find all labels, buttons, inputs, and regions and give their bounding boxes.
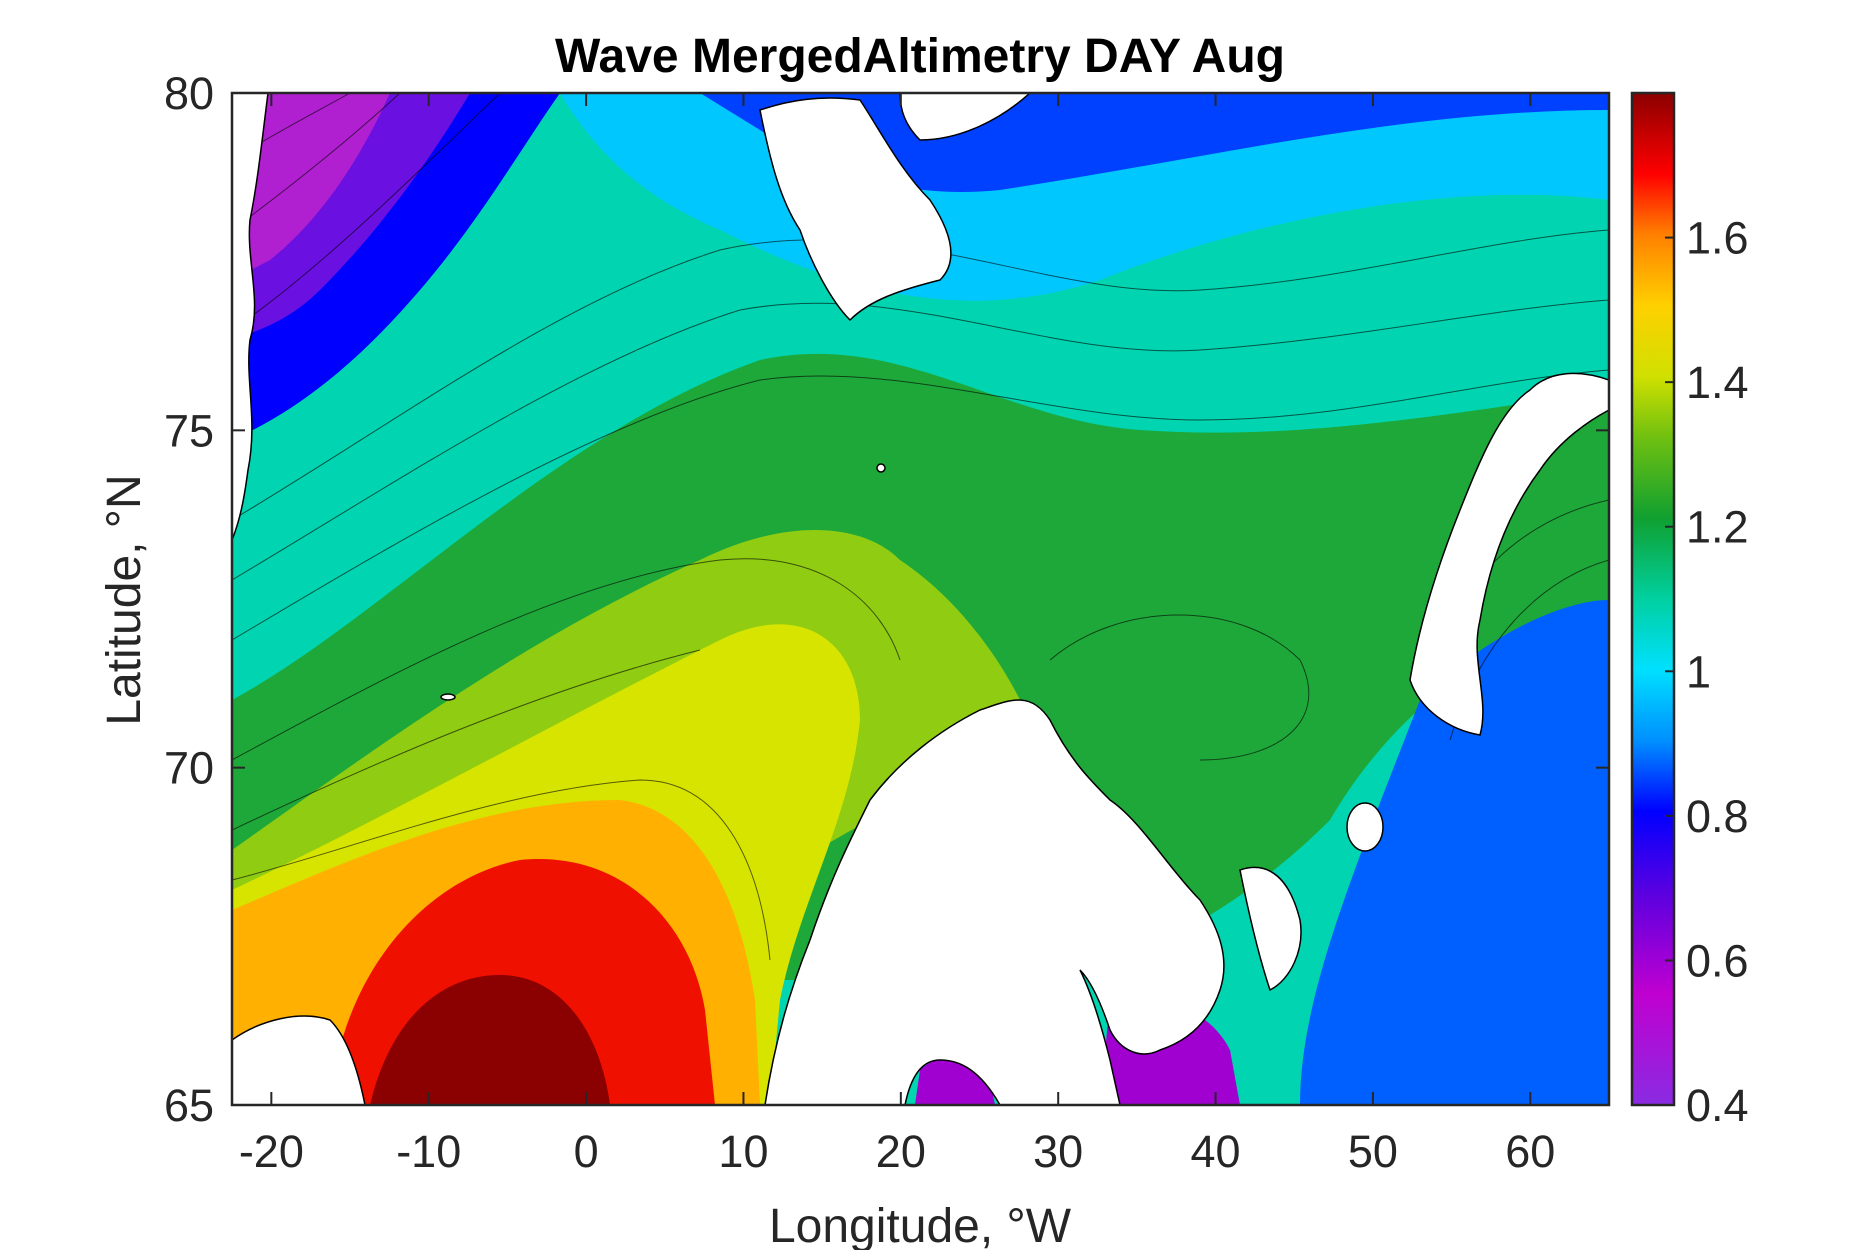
y-tick-label: 75 xyxy=(164,405,214,456)
colorbar-tick-label: 1 xyxy=(1686,646,1711,697)
x-tick-label: 20 xyxy=(876,1126,926,1177)
land-iceland xyxy=(232,1015,366,1105)
land-kolguev xyxy=(1346,802,1384,852)
land-scandinavia-russia xyxy=(764,699,1225,1105)
land-bear-island xyxy=(876,463,886,473)
colorbar-tick-label: 1.2 xyxy=(1686,502,1749,553)
colorbar-tick-label: 0.4 xyxy=(1686,1080,1749,1131)
y-tick-label: 80 xyxy=(164,68,214,119)
x-tick-label: -20 xyxy=(239,1126,304,1177)
colorbar: 0.4 0.6 0.8 1 1.2 1.4 1.6 xyxy=(1630,91,1749,1131)
y-tick-label: 70 xyxy=(164,743,214,794)
colorbar-frame xyxy=(1630,91,1676,1107)
x-axis-label: Longitude, °W xyxy=(769,1200,1072,1250)
y-tick-label: 65 xyxy=(164,1080,214,1131)
colorbar-tick-label: 0.6 xyxy=(1686,935,1749,986)
field-band-darkred xyxy=(370,975,610,1105)
wave-height-field xyxy=(232,93,1609,1105)
x-tick-label: 10 xyxy=(718,1126,768,1177)
land-kanin xyxy=(1239,866,1302,992)
plot-area xyxy=(230,91,1611,1107)
x-tick-label: 50 xyxy=(1348,1126,1398,1177)
land-franz-josef xyxy=(899,93,1032,141)
chart-title: Wave MergedAltimetry DAY Aug xyxy=(555,30,1285,83)
x-tick-label: 30 xyxy=(1033,1126,1083,1177)
land-svalbard xyxy=(759,97,952,322)
x-tick-label: 60 xyxy=(1505,1126,1555,1177)
land-masses xyxy=(232,93,1609,1105)
plot-frame xyxy=(230,91,1611,1107)
colorbar-tick-label: 0.8 xyxy=(1686,791,1749,842)
land-jan-mayen xyxy=(440,693,456,701)
land-novaya-zemlya xyxy=(1409,372,1609,736)
land-greenland xyxy=(232,93,269,541)
colorbar-tick-label: 1.6 xyxy=(1686,213,1749,264)
colorbar-tick-label: 1.4 xyxy=(1686,357,1749,408)
y-axis-label: Latitude, °N xyxy=(98,474,151,725)
field-band-blue-e xyxy=(1300,600,1609,1105)
x-tick-label: -10 xyxy=(396,1126,461,1177)
x-tick-label: 40 xyxy=(1191,1126,1241,1177)
colorbar-ticks: 0.4 0.6 0.8 1 1.2 1.4 1.6 xyxy=(1665,213,1749,1131)
y-axis: 65 70 75 80 xyxy=(164,68,1609,1131)
colorbar-gradient xyxy=(1632,93,1674,1105)
field-band-magenta-nw xyxy=(232,93,390,280)
x-tick-label: 0 xyxy=(574,1126,599,1177)
x-axis: -20 -10 0 10 20 30 40 50 60 xyxy=(239,93,1555,1177)
